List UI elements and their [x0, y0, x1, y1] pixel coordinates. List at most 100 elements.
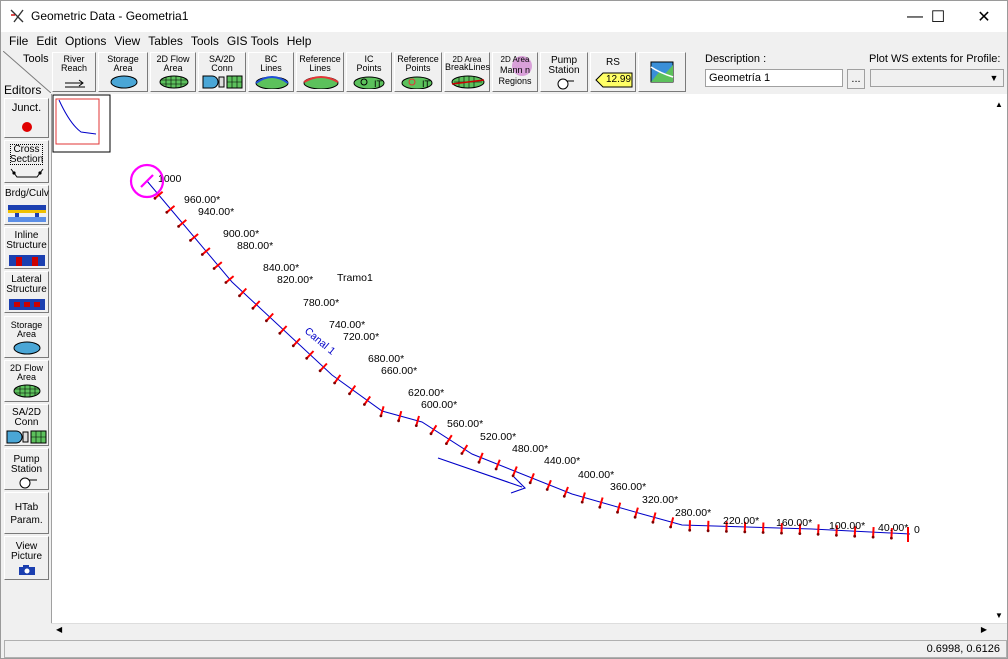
cross-section-tick-cap: [238, 294, 241, 298]
cross-section-tick[interactable]: [201, 247, 211, 256]
cross-section-tick[interactable]: [279, 325, 288, 334]
svg-text:IT: IT: [374, 79, 383, 89]
plot-ws-profile-select[interactable]: ▼: [870, 69, 1004, 87]
maximize-button[interactable]: ☐: [930, 8, 946, 26]
horizontal-scrollbar[interactable]: ◀ ▶: [51, 623, 1007, 637]
scroll-right-icon[interactable]: ▶: [980, 625, 987, 634]
cross-section-label: 480.00*: [512, 443, 548, 455]
cross-section-tick[interactable]: [238, 287, 248, 297]
cross-section-tick[interactable]: [252, 300, 261, 309]
map-layers-button[interactable]: [638, 52, 686, 92]
cross-section-tick[interactable]: [512, 466, 518, 477]
cross-section-tick[interactable]: [546, 479, 552, 490]
menu-options[interactable]: Options: [65, 34, 107, 48]
reference-lines-button[interactable]: Reference Lines: [296, 52, 344, 92]
menu-tables[interactable]: Tables: [148, 34, 183, 48]
cross-section-tick[interactable]: [598, 497, 604, 508]
cross-section-tick-cap: [177, 225, 180, 228]
editor-inline-structure-button[interactable]: Inline Structure: [4, 227, 49, 269]
cross-section-tick[interactable]: [430, 424, 438, 435]
scroll-down-icon[interactable]: ▼: [995, 611, 1003, 620]
2d-area-mannings-button[interactable]: 2D Area Mann n Regions: [492, 52, 538, 92]
menu-help[interactable]: Help: [286, 34, 312, 48]
minimize-button[interactable]: —: [907, 7, 923, 25]
storage-area-button[interactable]: Storage Area: [98, 52, 148, 92]
river-schematic[interactable]: 1000960.00*940.00*900.00*880.00*840.00*8…: [52, 94, 1008, 624]
cross-section-label: 40.00*: [878, 522, 908, 534]
editor-view-picture-button[interactable]: View Picture: [4, 536, 49, 580]
description-input[interactable]: Geometría 1: [705, 69, 843, 87]
cross-section-tick[interactable]: [835, 525, 838, 536]
2d-area-breaklines-button[interactable]: 2D Area BreakLines: [444, 52, 490, 92]
editor-lateral-structure-button[interactable]: Lateral Structure: [4, 271, 49, 313]
cross-section-tick-cap: [397, 419, 400, 423]
cross-section-label: 320.00*: [642, 494, 678, 506]
cross-section-tick[interactable]: [154, 191, 164, 200]
cross-section-tick[interactable]: [817, 524, 820, 535]
cross-section-tick[interactable]: [397, 410, 403, 422]
pump-station-button[interactable]: Pump Station: [540, 52, 588, 92]
cross-section-tick[interactable]: [495, 459, 501, 470]
cross-section-tick[interactable]: [634, 507, 639, 518]
reference-points-button[interactable]: Reference Points IT: [394, 52, 442, 92]
cross-section-tick[interactable]: [348, 385, 357, 395]
editor-pump-station-button[interactable]: Pump Station: [4, 448, 49, 490]
cross-section-tick[interactable]: [651, 512, 657, 523]
editor-bridge-culvert-button[interactable]: Brdg/Culv: [4, 185, 49, 225]
cross-section-tick[interactable]: [333, 374, 342, 384]
cross-section-tick[interactable]: [363, 395, 372, 406]
menu-tools[interactable]: Tools: [190, 34, 219, 48]
menu-file[interactable]: File: [9, 34, 29, 48]
cross-section-tick[interactable]: [379, 406, 385, 417]
cross-section-tick[interactable]: [319, 362, 328, 372]
cross-section-tick[interactable]: [890, 528, 893, 539]
schematic-canvas[interactable]: 1000 960.00* 940.00* 900.00* 880.00* 840.00* 8…: [51, 94, 1007, 624]
sa-2d-conn-button[interactable]: SA/2D Conn: [198, 52, 246, 92]
description-more-button[interactable]: ...: [847, 69, 865, 89]
river-reach-button[interactable]: River Reach: [52, 52, 96, 92]
cross-section-label: 600.00*: [421, 399, 457, 411]
cross-section-tick[interactable]: [177, 219, 187, 228]
overview-minimap[interactable]: [52, 94, 111, 153]
cross-section-tick[interactable]: [166, 205, 176, 214]
ic-points-button[interactable]: IC Points IT: [346, 52, 392, 92]
cross-section-tick[interactable]: [853, 526, 857, 537]
cross-section-tick[interactable]: [616, 502, 622, 513]
cross-section-tick[interactable]: [415, 415, 420, 426]
scroll-up-icon[interactable]: ▲: [995, 100, 1003, 109]
menu-edit[interactable]: Edit: [36, 34, 58, 48]
cross-section-tick[interactable]: [529, 473, 535, 484]
pump-icon: [557, 78, 574, 90]
cross-section-tick[interactable]: [225, 275, 235, 284]
editor-sa-2d-conn-button[interactable]: SA/2D Conn: [4, 404, 49, 446]
cross-section-tick[interactable]: [478, 452, 484, 463]
close-button[interactable]: ✕: [977, 8, 991, 26]
menu-gis-tools[interactable]: GIS Tools: [226, 34, 279, 48]
cross-section-tick[interactable]: [189, 233, 199, 242]
cross-section-tick[interactable]: [669, 517, 675, 528]
cross-section-tick[interactable]: [581, 492, 586, 503]
editor-cross-section-button[interactable]: Cross Section: [4, 140, 49, 183]
editor-htab-param-button[interactable]: HTab Param.: [4, 492, 49, 534]
editor-2d-flow-area-button[interactable]: 2D Flow Area: [4, 360, 49, 402]
2d-grid-icon: [13, 384, 41, 398]
cross-section-tick[interactable]: [461, 444, 469, 455]
2d-flow-area-button[interactable]: 2D Flow Area: [150, 52, 196, 92]
editor-storage-area-button[interactable]: Storage Area: [4, 316, 49, 358]
cross-section-tick-cap: [562, 494, 566, 498]
menu-view[interactable]: View: [114, 34, 141, 48]
cross-section-tick[interactable]: [563, 486, 569, 497]
cross-section-tick[interactable]: [305, 350, 315, 359]
rs-button[interactable]: RS 12.99: [590, 52, 636, 92]
vertical-scrollbar[interactable]: ▲ ▼: [992, 94, 1007, 624]
scroll-left-icon[interactable]: ◀: [56, 625, 63, 634]
cross-section-tick-cap: [761, 531, 765, 534]
cross-section-tick[interactable]: [445, 434, 453, 445]
cross-section-tick[interactable]: [265, 312, 274, 322]
bc-lines-button[interactable]: BC Lines: [248, 52, 294, 92]
cross-section-tick[interactable]: [292, 337, 301, 347]
cross-section-tick[interactable]: [872, 527, 875, 538]
editor-junction-button[interactable]: Junct.: [4, 98, 49, 138]
cross-section-tick[interactable]: [213, 261, 223, 270]
reach-line[interactable]: [146, 180, 911, 535]
